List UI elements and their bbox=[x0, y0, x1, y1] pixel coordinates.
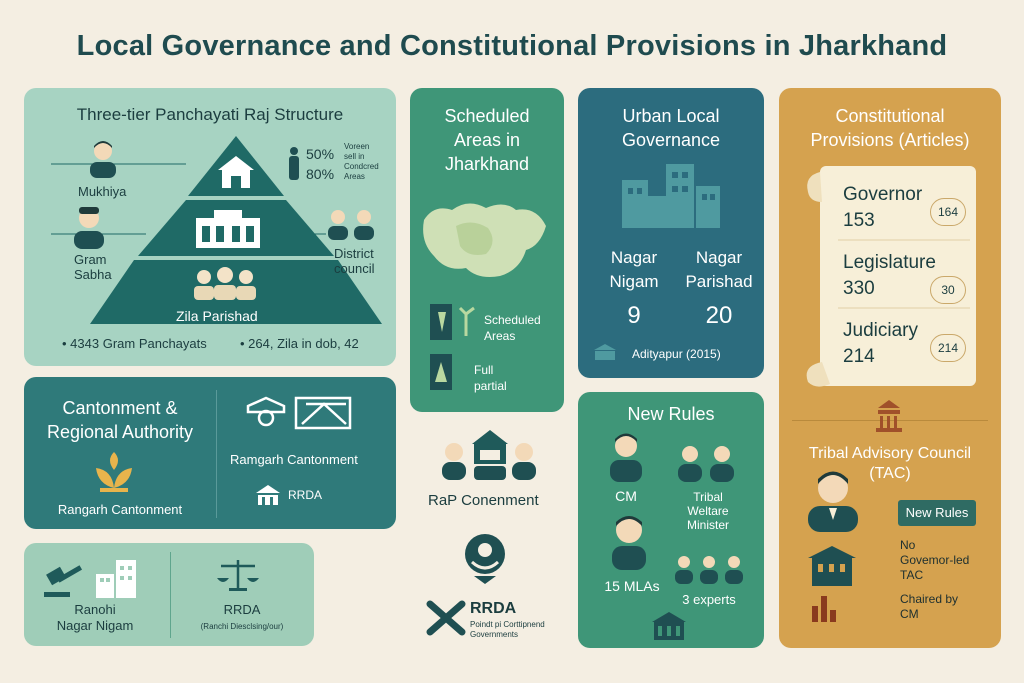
minister-avatars bbox=[678, 446, 734, 482]
tac-new-rules-badge: New Rules bbox=[898, 500, 976, 526]
nagar-nigam-building-icon bbox=[96, 560, 136, 598]
constitution-heading: Constitutional Provisions (Articles) bbox=[810, 106, 970, 150]
governor-label: Governor bbox=[843, 184, 923, 205]
mukhiya-label: Mukhiya bbox=[78, 184, 127, 199]
mlas-label: 15 MLAs bbox=[604, 578, 660, 594]
new-rules-panel bbox=[578, 392, 764, 648]
stat-80: 80% bbox=[306, 166, 335, 182]
district-council-label: District council bbox=[334, 246, 375, 276]
tac-note-1: No Govemor-led TAC bbox=[900, 538, 970, 582]
middle-rrda-sub: Poindt pi Corttipnend Governments bbox=[470, 620, 545, 639]
stat-note: Voreen sell in Condcred Areas bbox=[344, 142, 379, 181]
cantonment-divider bbox=[216, 390, 217, 518]
ranohi-nagar-nigam-label: Ranohi Nagar Nigam bbox=[56, 602, 134, 633]
stat-person-icon bbox=[289, 147, 299, 180]
rap-cantonment-icon bbox=[442, 430, 536, 480]
bottom-left-panel bbox=[24, 543, 314, 646]
middle-rrda-label: RRDA bbox=[470, 600, 517, 617]
rrda-cross-icon bbox=[426, 600, 466, 636]
judiciary-label: Judiciary bbox=[843, 320, 918, 341]
adityapur-label: Adityapur (2015) bbox=[632, 347, 721, 361]
full-partial-icon bbox=[430, 354, 452, 390]
judiciary-article: 214 bbox=[843, 346, 875, 367]
cm-label: CM bbox=[615, 488, 637, 504]
page-title: Local Governance and Constitutional Prov… bbox=[76, 30, 948, 62]
new-rules-heading: New Rules bbox=[627, 404, 715, 424]
nagar-parishad-value: 20 bbox=[705, 302, 733, 329]
cantonment-rrda-label: RRDA bbox=[288, 488, 323, 502]
tac-note-2: Chaired by CM bbox=[900, 592, 959, 621]
tac-heading: Tribal Advisory Council (TAC) bbox=[808, 445, 972, 482]
urban-panel bbox=[578, 88, 764, 378]
emblem-icon bbox=[465, 534, 505, 584]
bottom-left-rrda-label: RRDA bbox=[223, 602, 261, 617]
jharkhand-map bbox=[423, 203, 546, 277]
gavel-icon bbox=[44, 565, 83, 597]
panchayat-footer-1: • 4343 Gram Panchayats bbox=[62, 336, 207, 351]
legislature-badge: 30 bbox=[930, 276, 966, 304]
scheduled-heading: Scheduled Areas in Jharkhand bbox=[444, 106, 530, 174]
nagar-nigam-label: Nagar Nigam bbox=[609, 248, 659, 291]
tac-chart-icon bbox=[812, 596, 836, 622]
scales-icon bbox=[217, 560, 259, 591]
tribal-minister-label: Tribal Weltare Minister bbox=[686, 490, 729, 532]
district-council-avatars bbox=[328, 210, 374, 240]
rap-cantonment-label: RaP Conenment bbox=[428, 492, 539, 509]
pyramid-graphic bbox=[51, 136, 382, 324]
cantonment-panel bbox=[24, 377, 396, 529]
scheduled-legend-icon bbox=[430, 304, 475, 340]
cm-avatar bbox=[610, 433, 642, 482]
mla-avatar bbox=[612, 516, 646, 570]
rrda-building-icon bbox=[256, 485, 280, 505]
adityapur-building-icon bbox=[594, 344, 616, 360]
gram-sabha-avatar bbox=[74, 207, 104, 249]
new-rules-building-icon bbox=[652, 612, 686, 640]
cantonment-heading: Cantonment & Regional Authority bbox=[46, 398, 194, 442]
tac-avatar bbox=[808, 471, 858, 532]
ramgarh-cantonment-label: Ramgarh Cantonment bbox=[230, 452, 358, 467]
nagar-parishad-label: Nagar Parishad bbox=[685, 248, 753, 291]
zila-parishad-label: Zila Parishad bbox=[176, 308, 258, 324]
judiciary-badge: 214 bbox=[930, 334, 966, 362]
scheduled-legend-label: Scheduled Areas bbox=[484, 313, 541, 343]
city-buildings-icon bbox=[622, 164, 720, 228]
stat-50: 50% bbox=[306, 146, 335, 162]
bottom-left-rrda-sub: (Ranchi Diesclsing/our) bbox=[200, 622, 284, 631]
tac-building-icon bbox=[808, 546, 856, 586]
full-partial-label: Full partial bbox=[474, 363, 507, 393]
mukhiya-avatar bbox=[90, 141, 116, 178]
lotus-icon bbox=[96, 452, 132, 492]
rangarh-cantonment-label: Rangarh Cantonment bbox=[57, 502, 183, 517]
panchayat-heading: Three-tier Panchayati Raj Structure bbox=[76, 105, 344, 124]
experts-avatars bbox=[675, 556, 743, 584]
urban-heading: Urban Local Governance bbox=[621, 106, 721, 150]
governor-badge: 164 bbox=[930, 198, 966, 226]
panchayat-footer-2: • 264, Zila in dob, 42 bbox=[240, 336, 359, 351]
emblem-icons bbox=[246, 396, 352, 430]
gram-sabha-label: Gram Sabha bbox=[74, 252, 112, 282]
governor-article: 153 bbox=[843, 210, 875, 231]
tac-temple-icon bbox=[876, 400, 902, 432]
experts-label: 3 experts bbox=[682, 592, 736, 607]
bottom-left-divider bbox=[170, 552, 171, 638]
legislature-label: Legislature bbox=[843, 252, 936, 273]
legislature-article: 330 bbox=[843, 278, 875, 299]
nagar-nigam-value: 9 bbox=[627, 302, 641, 329]
